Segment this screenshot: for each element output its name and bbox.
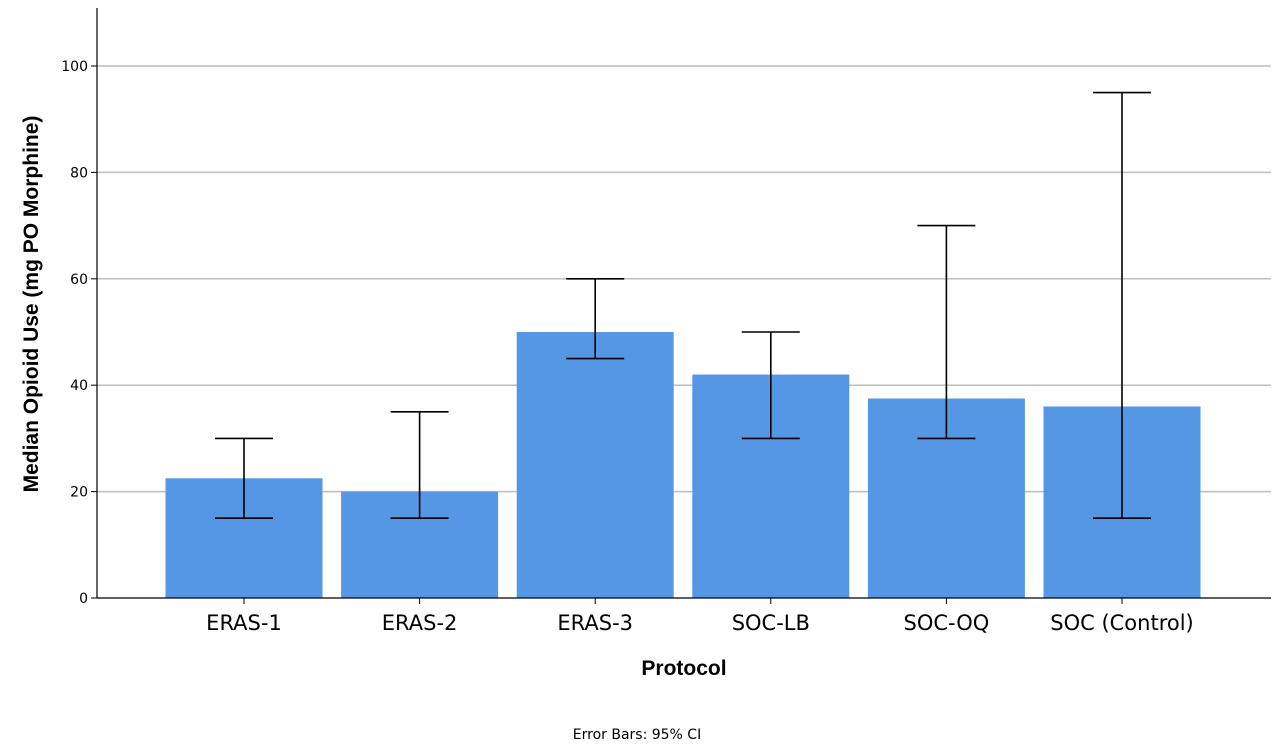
bars (165, 332, 1201, 598)
error-bar (1093, 91, 1151, 520)
x-tick-label: SOC-LB (732, 611, 810, 635)
x-axis-title: Protocol (641, 657, 726, 680)
x-tick-label: ERAS-1 (206, 611, 282, 635)
y-axis-title: Median Opioid Use (mg PO Morphine) (20, 116, 43, 493)
error-bar (390, 410, 449, 520)
error-bar (917, 224, 976, 440)
y-tick-label: 0 (79, 591, 88, 607)
error-bar (741, 331, 800, 440)
x-tick-label: ERAS-2 (382, 611, 458, 635)
bar (516, 332, 674, 598)
x-tick-label: ERAS-3 (557, 611, 633, 635)
error-bar (215, 437, 273, 520)
error-bar (566, 277, 625, 360)
y-tick-label: 60 (70, 272, 88, 288)
y-tick-label: 20 (70, 485, 88, 501)
error-bars-footnote: Error Bars: 95% CI (572, 727, 702, 743)
x-tick-label: SOC (Control) (1050, 611, 1194, 635)
error-bars (215, 91, 1151, 520)
y-tick-label: 100 (61, 59, 88, 75)
labels: 0 20 40 60 80 100 ERAS-1 ERAS-2 ERAS-3 SOC-LB SOC-… (61, 59, 1193, 635)
y-tick-label: 80 (70, 165, 88, 181)
x-tick-label: SOC-OQ (904, 611, 990, 635)
axes (91, 8, 1271, 604)
y-tick-label: 40 (70, 378, 88, 394)
